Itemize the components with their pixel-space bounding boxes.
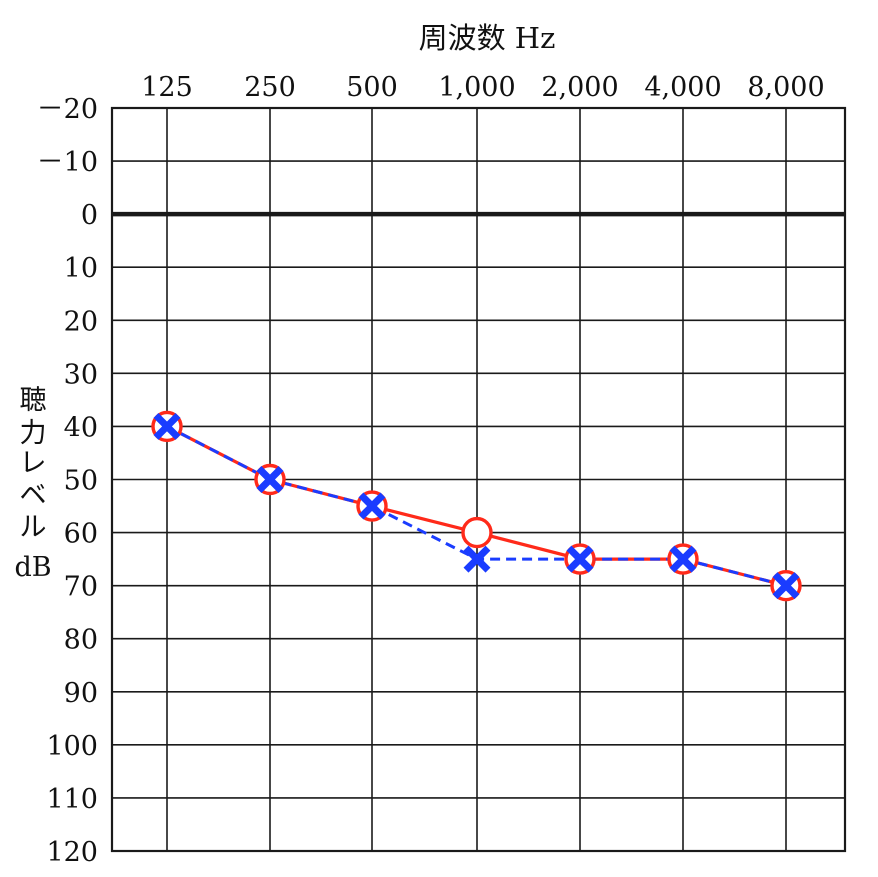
y-axis-title-part: ベ bbox=[20, 480, 47, 511]
cross-marker bbox=[153, 412, 181, 440]
x-tick-label: 8,000 bbox=[747, 72, 824, 103]
y-tick-label: 40 bbox=[64, 412, 98, 443]
y-tick-label: 80 bbox=[64, 625, 98, 656]
circle-marker bbox=[461, 516, 493, 549]
x-tick-label: 500 bbox=[346, 72, 398, 103]
plot-frame bbox=[110, 106, 847, 853]
x-tick-label: 2,000 bbox=[541, 72, 618, 103]
y-tick-label: 60 bbox=[64, 519, 98, 550]
y-tick-label: －10 bbox=[37, 147, 98, 178]
y-tick-label: 20 bbox=[64, 306, 98, 337]
cross-marker bbox=[463, 545, 491, 573]
cross-marker bbox=[256, 466, 284, 493]
y-tick-label: 100 bbox=[46, 731, 98, 762]
y-axis-title-part: 聴 bbox=[20, 385, 47, 416]
y-axis-title-part: レ bbox=[20, 448, 47, 479]
y-tick-label: 90 bbox=[64, 678, 98, 709]
y-tick-label: 70 bbox=[64, 572, 98, 603]
cross-marker bbox=[669, 545, 697, 573]
y-tick-label: 110 bbox=[46, 784, 98, 815]
y-tick-label: －20 bbox=[37, 94, 98, 125]
y-tick-label: 10 bbox=[64, 253, 98, 284]
grid bbox=[110, 106, 847, 853]
y-tick-labels: －20 －10 0 10 20 30 40 50 60 70 80 90 100 110 120 bbox=[37, 94, 98, 868]
cross-marker bbox=[772, 572, 800, 600]
y-tick-label: 0 bbox=[81, 200, 98, 231]
y-tick-label: 30 bbox=[64, 359, 98, 390]
x-axis-title: 周波数 Hz bbox=[419, 21, 556, 55]
x-tick-label: 250 bbox=[244, 72, 296, 103]
y-axis-title-part: ル bbox=[20, 512, 47, 543]
x-tick-label: 1,000 bbox=[438, 72, 515, 103]
series bbox=[151, 410, 802, 602]
cross-marker bbox=[358, 492, 386, 520]
y-tick-label: 120 bbox=[46, 837, 98, 868]
x-tick-label: 125 bbox=[141, 72, 193, 103]
y-axis-title-part: dB bbox=[14, 552, 51, 583]
y-tick-label: 50 bbox=[64, 466, 98, 497]
x-tick-labels: 125 250 500 1,000 2,000 4,000 8,000 bbox=[141, 72, 824, 103]
cross-marker bbox=[566, 545, 594, 573]
y-axis-title-part: 力 bbox=[20, 418, 47, 449]
x-tick-label: 4,000 bbox=[644, 72, 721, 103]
